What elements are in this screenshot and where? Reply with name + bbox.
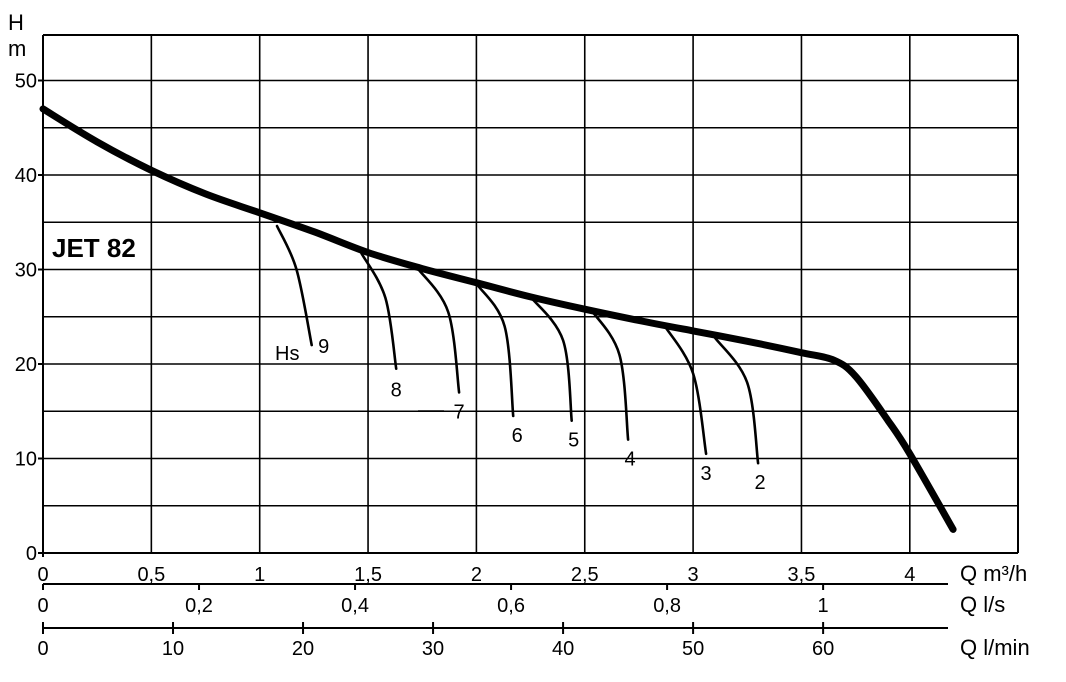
x-tick-label-m3h: 3,5 (788, 564, 816, 586)
y-axis-unit: m (8, 36, 26, 61)
hs-curve-9 (275, 224, 313, 347)
x-tick-label-m3h: 0,5 (137, 564, 165, 586)
x-tick-label-ls: 0 (37, 595, 48, 617)
x-axis-title-ls: Q l/s (960, 592, 1005, 617)
y-tick-label: 40 (15, 165, 37, 187)
x-tick-label-lmin: 10 (162, 638, 184, 660)
x-tick-label-lmin: 0 (37, 638, 48, 660)
x-tick-label-lmin: 20 (292, 638, 314, 660)
hs-curve-3 (663, 324, 708, 456)
x-tick-label-ls: 0,8 (653, 595, 681, 617)
x-tick-label-lmin: 60 (812, 638, 834, 660)
hs-curve-5 (529, 295, 573, 422)
pump-curve-series (39, 105, 957, 533)
grid (43, 35, 1018, 553)
y-tick-label: 50 (15, 71, 37, 93)
x-tick-label-ls: 0,2 (185, 595, 213, 617)
x-tick-label-lmin: 30 (422, 638, 444, 660)
plot-frame (42, 34, 1019, 629)
hs-curve-label: 7 (454, 401, 465, 423)
y-tick-label: 0 (26, 543, 37, 565)
x-tick-label-lmin: 40 (552, 638, 574, 660)
hs-curve-label: 4 (625, 449, 636, 471)
x-tick-label-m3h: 1 (254, 564, 265, 586)
hs-curve-label: 8 (391, 380, 402, 402)
hs-curve-6 (475, 282, 515, 418)
x-tick-label-ls: 0,4 (341, 595, 369, 617)
hs-curve-2 (713, 336, 760, 465)
hs-curve-label: 2 (755, 472, 766, 494)
x-tick-label-m3h: 2,5 (571, 564, 599, 586)
y-axis-title: H (8, 10, 24, 35)
y-tick-label: 30 (15, 260, 37, 282)
curves (39, 105, 957, 533)
x-tick-label-lmin: 50 (682, 638, 704, 660)
x-axis-title-m3h: Q m³/h (960, 561, 1027, 586)
hs-curve-label: 9 (318, 336, 329, 358)
y-tick-label: 20 (15, 354, 37, 376)
hs-curve-label: 3 (701, 463, 712, 485)
x-tick-label-m3h: 4 (904, 564, 915, 586)
x-tick-label-ls: 0,6 (497, 595, 525, 617)
hs-label: Hs (275, 343, 299, 365)
hs-curve-label: 5 (568, 430, 579, 452)
hs-curve-4 (590, 308, 630, 441)
hs-curve-label: 6 (512, 425, 523, 447)
hs-curve-8 (360, 252, 398, 370)
chart-title: JET 82 (52, 233, 136, 263)
x-tick-label-m3h: 1,5 (354, 564, 382, 586)
hs-curve-7 (416, 267, 461, 394)
x-axis-title-lmin: Q l/min (960, 635, 1030, 660)
x-tick-label-m3h: 3 (688, 564, 699, 586)
x-tick-label-m3h: 2 (471, 564, 482, 586)
y-tick-label: 10 (15, 449, 37, 471)
x-tick-label-m3h: 0 (37, 564, 48, 586)
x-tick-label-ls: 1 (818, 595, 829, 617)
